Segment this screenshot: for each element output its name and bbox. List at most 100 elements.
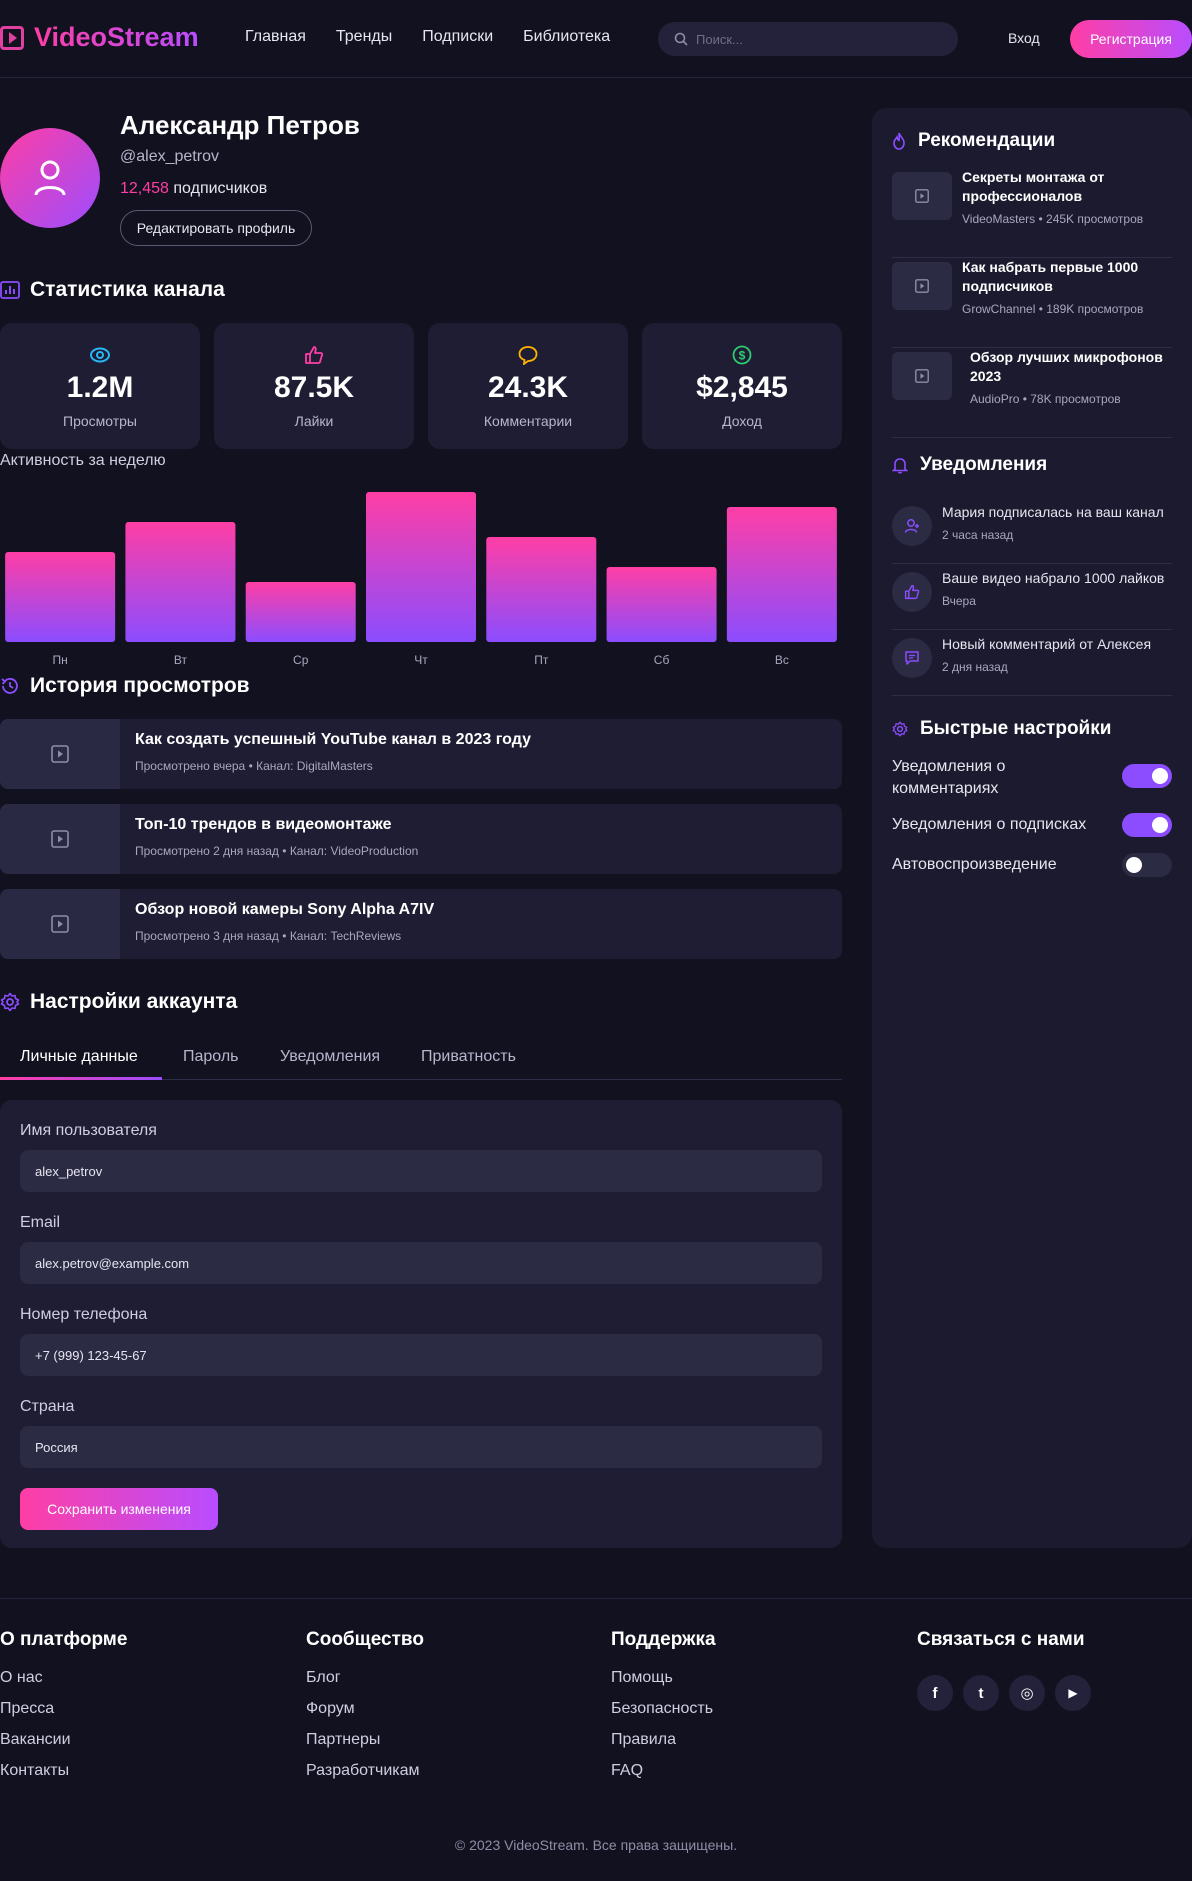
- channel-name: Канал: VideoProduction: [289, 844, 419, 858]
- recommendation-title[interactable]: Обзор лучших микрофонов 2023: [970, 349, 1163, 384]
- recommendation-title[interactable]: Секреты монтажа от профессионалов: [962, 169, 1105, 204]
- nav-item-subscriptions[interactable]: Подписки: [422, 28, 494, 45]
- history-video-title[interactable]: Как создать успешный YouTube канал в 202…: [135, 731, 531, 748]
- stat-card-likes: 87.5K Лайки: [214, 323, 414, 449]
- chart-tick-label: Сб: [654, 653, 670, 667]
- recommendation-meta: VideoMasters • 245K просмотров: [962, 212, 1144, 226]
- stat-label: Лайки: [294, 413, 334, 429]
- notification-item[interactable]: Ваше видео набрало 1000 лайков Вчера: [892, 564, 1172, 630]
- tab-notifications[interactable]: Уведомления: [280, 1048, 381, 1065]
- video-thumbnail[interactable]: [0, 804, 120, 874]
- video-thumbnail[interactable]: [0, 719, 120, 789]
- channel-name: Канал: TechReviews: [289, 929, 402, 943]
- quick-settings-title-text: Быстрые настройки: [920, 718, 1112, 739]
- toggle-subscription-notifications[interactable]: [1122, 813, 1172, 837]
- tab-privacy[interactable]: Приватность: [421, 1048, 516, 1065]
- edit-profile-button[interactable]: Редактировать профиль: [120, 210, 312, 246]
- chart-icon: [0, 281, 20, 299]
- chart-bar-5: [486, 537, 597, 642]
- save-changes-button[interactable]: Сохранить изменения: [20, 1488, 218, 1530]
- country-field[interactable]: [20, 1426, 822, 1468]
- notification-time: 2 часа назад: [942, 528, 1014, 542]
- footer-link[interactable]: Помощь: [611, 1669, 673, 1686]
- play-icon: [51, 830, 69, 848]
- watched-time: Просмотрено вчера: [135, 759, 246, 773]
- footer-link[interactable]: Вакансии: [0, 1731, 71, 1748]
- footer-link[interactable]: Блог: [306, 1669, 341, 1686]
- play-icon: [51, 915, 69, 933]
- footer-link[interactable]: Пресса: [0, 1700, 55, 1717]
- facebook-icon[interactable]: f: [917, 1675, 953, 1711]
- nav-item-library[interactable]: Библиотека: [523, 28, 611, 45]
- video-thumbnail[interactable]: [892, 262, 952, 310]
- logo[interactable]: VideoStream: [0, 22, 199, 53]
- footer-column-support: Поддержка Помощь Безопасность Правила FA…: [611, 1629, 716, 1793]
- recommendations-title: Рекомендации: [892, 130, 1055, 152]
- register-button[interactable]: Регистрация: [1070, 20, 1192, 58]
- history-video-title[interactable]: Обзор новой камеры Sony Alpha A7IV: [135, 901, 435, 918]
- phone-label: Номер телефона: [20, 1306, 148, 1323]
- notification-item[interactable]: Новый комментарий от Алексея 2 дня назад: [892, 630, 1172, 696]
- footer-link[interactable]: Форум: [306, 1700, 355, 1717]
- notification-icon-wrap: [892, 572, 932, 612]
- top-header: VideoStream Главная Тренды Подписки Библ…: [0, 0, 1192, 78]
- play-icon: [51, 745, 69, 763]
- history-item[interactable]: Топ-10 трендов в видеомонтаже Просмотрен…: [0, 804, 842, 874]
- video-thumbnail[interactable]: [0, 889, 120, 959]
- recommendation-item[interactable]: Обзор лучших микрофонов 2023 AudioPro • …: [892, 348, 1172, 438]
- view-count: 189K просмотров: [1046, 302, 1144, 316]
- nav-item-home[interactable]: Главная: [245, 28, 306, 45]
- notification-item[interactable]: Мария подписалась на ваш канал 2 часа на…: [892, 498, 1172, 564]
- channel-name: Канал: DigitalMasters: [256, 759, 373, 773]
- instagram-icon[interactable]: ◎: [1009, 1675, 1045, 1711]
- footer-column-platform: О платформе О нас Пресса Вакансии Контак…: [0, 1629, 127, 1793]
- footer: О платформе О нас Пресса Вакансии Контак…: [0, 1598, 1192, 1881]
- username-field[interactable]: [20, 1150, 822, 1192]
- footer-link[interactable]: FAQ: [611, 1762, 644, 1779]
- recommendation-item[interactable]: Как набрать первые 1000 подписчиков Grow…: [892, 258, 1172, 348]
- view-count: 245K просмотров: [1046, 212, 1144, 226]
- history-item[interactable]: Как создать успешный YouTube канал в 202…: [0, 719, 842, 789]
- comment-icon: [518, 346, 538, 365]
- recommendation-title[interactable]: Как набрать первые 1000 подписчиков: [962, 259, 1139, 294]
- recommendation-meta: AudioPro • 78K просмотров: [970, 392, 1121, 406]
- twitter-icon[interactable]: t: [963, 1675, 999, 1711]
- search-input[interactable]: [696, 31, 916, 47]
- login-link[interactable]: Вход: [1008, 30, 1040, 46]
- avatar[interactable]: [0, 128, 100, 228]
- toggle-comment-notifications[interactable]: [1122, 764, 1172, 788]
- settings-tabs: Личные данные Пароль Уведомления Приватн…: [0, 1040, 842, 1080]
- footer-link[interactable]: Партнеры: [306, 1731, 381, 1748]
- search-box[interactable]: [658, 22, 958, 56]
- recommendation-item[interactable]: Секреты монтажа от профессионалов VideoM…: [892, 168, 1172, 258]
- stat-label: Комментарии: [483, 413, 573, 429]
- footer-link[interactable]: Контакты: [0, 1762, 70, 1779]
- video-thumbnail[interactable]: [892, 352, 952, 400]
- email-field[interactable]: [20, 1242, 822, 1284]
- notification-icon-wrap: [892, 638, 932, 678]
- history-video-title[interactable]: Топ-10 трендов в видеомонтаже: [135, 816, 392, 833]
- stat-value: 24.3K: [487, 371, 569, 404]
- chart-tick-label: Вт: [174, 653, 188, 667]
- video-thumbnail[interactable]: [892, 172, 952, 220]
- footer-link[interactable]: Безопасность: [611, 1700, 714, 1717]
- phone-field[interactable]: [20, 1334, 822, 1376]
- footer-link[interactable]: Разработчикам: [306, 1762, 420, 1779]
- gear-icon: [0, 992, 20, 1012]
- footer-link[interactable]: О нас: [0, 1669, 43, 1686]
- youtube-icon[interactable]: ▶: [1055, 1675, 1091, 1711]
- footer-column-title: Поддержка: [611, 1629, 716, 1650]
- nav-item-trends[interactable]: Тренды: [335, 28, 393, 45]
- channel-name: AudioPro: [970, 392, 1020, 406]
- subscriber-count: 12,458 подписчиков: [120, 180, 267, 198]
- right-sidebar: Рекомендации Секреты монтажа от професси…: [872, 108, 1192, 1548]
- tab-password[interactable]: Пароль: [183, 1048, 239, 1065]
- toggle-autoplay[interactable]: [1122, 853, 1172, 877]
- toggle-knob: [1126, 857, 1142, 873]
- main-nav: Главная Тренды Подписки Библиотека: [245, 28, 610, 46]
- weekly-activity-chart: Пн Вт Ср Чт Пт Сб Вс: [5, 492, 837, 667]
- tab-personal-data[interactable]: Личные данные: [20, 1048, 138, 1065]
- footer-link[interactable]: Правила: [611, 1731, 676, 1748]
- logo-text: VideoStream: [34, 22, 199, 52]
- history-item[interactable]: Обзор новой камеры Sony Alpha A7IV Просм…: [0, 889, 842, 959]
